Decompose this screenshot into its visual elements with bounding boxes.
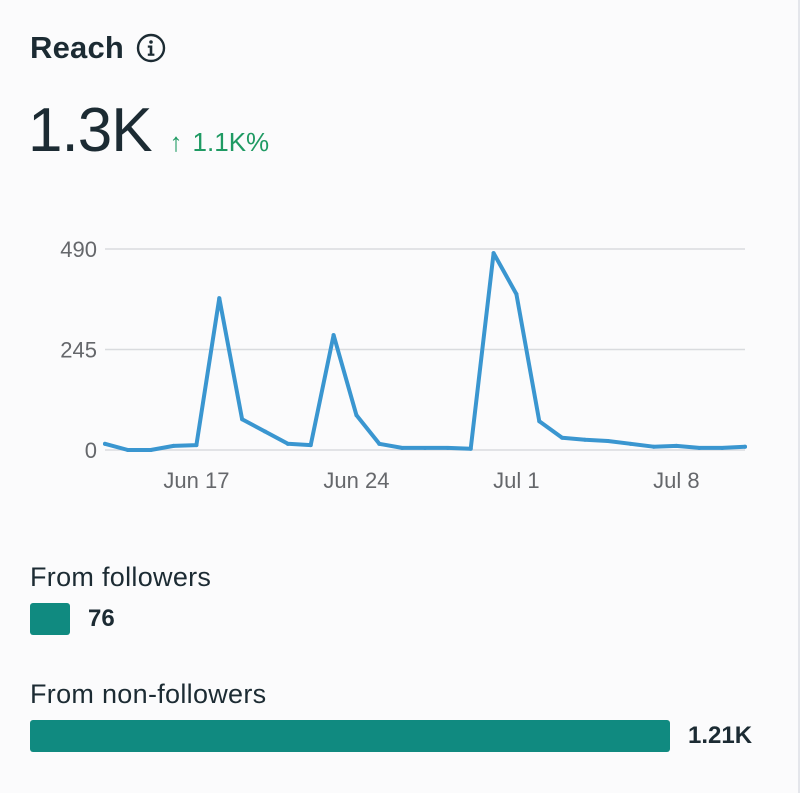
data-point [263,429,267,434]
data-point [605,438,610,443]
data-point [308,443,313,448]
data-point [217,296,222,301]
data-point [583,437,587,442]
data-point [423,445,427,450]
non-followers-value: 1.21K [688,722,753,749]
x-tick-label: Jun 17 [163,468,229,493]
reach-change: ↑ 1.1K% [170,127,270,158]
followers-bar-row: 76 [30,603,211,635]
data-point [445,445,450,450]
data-point [377,441,382,446]
reach-line-chart: 0 245 490 Jun 17 Jun 24 Jul 1 Jul 8 [0,200,800,510]
y-tick-label: 245 [60,338,97,363]
data-point [697,445,702,450]
arrow-up-icon: ↑ [169,127,183,157]
data-point [148,448,153,452]
chart-svg: 0 245 490 Jun 17 Jun 24 Jul 1 Jul 8 [60,237,747,493]
non-followers-breakdown: From non-followers 1.21K [30,679,752,752]
data-point [240,417,245,422]
reach-change-value: 1.1K% [192,127,270,157]
data-point [514,292,519,297]
data-point [354,413,359,418]
info-icon[interactable] [136,33,166,63]
data-point [560,435,565,440]
data-point [491,251,496,256]
non-followers-bar [30,720,670,752]
data-point [468,446,473,451]
non-followers-bar-row: 1.21K [30,720,752,752]
followers-value: 76 [88,605,115,632]
followers-bar [30,603,70,635]
card-header: Reach [30,30,166,66]
x-tick-label: Jul 1 [493,468,539,493]
y-tick-label: 0 [85,438,97,463]
followers-breakdown: From followers 76 [30,562,211,635]
card-title: Reach [30,30,125,65]
data-point [720,445,725,450]
data-point [628,441,633,446]
data-point [674,443,679,448]
data-point [285,441,290,446]
data-point [331,333,336,338]
y-tick-label: 490 [60,237,97,262]
x-tick-label: Jul 8 [653,468,699,493]
series-line [103,251,747,452]
reach-value: 1.3K [28,96,153,165]
data-point [125,448,130,452]
x-tick-label: Jun 24 [323,468,389,493]
data-point [194,443,199,448]
data-point [743,444,747,449]
metric-row: 1.3K ↑ 1.1K% [28,100,269,162]
data-point [103,441,107,446]
data-point [400,445,405,450]
followers-label: From followers [30,562,212,592]
data-point [651,444,656,449]
non-followers-label: From non-followers [30,679,267,709]
data-point [537,419,542,424]
data-point [171,443,176,448]
